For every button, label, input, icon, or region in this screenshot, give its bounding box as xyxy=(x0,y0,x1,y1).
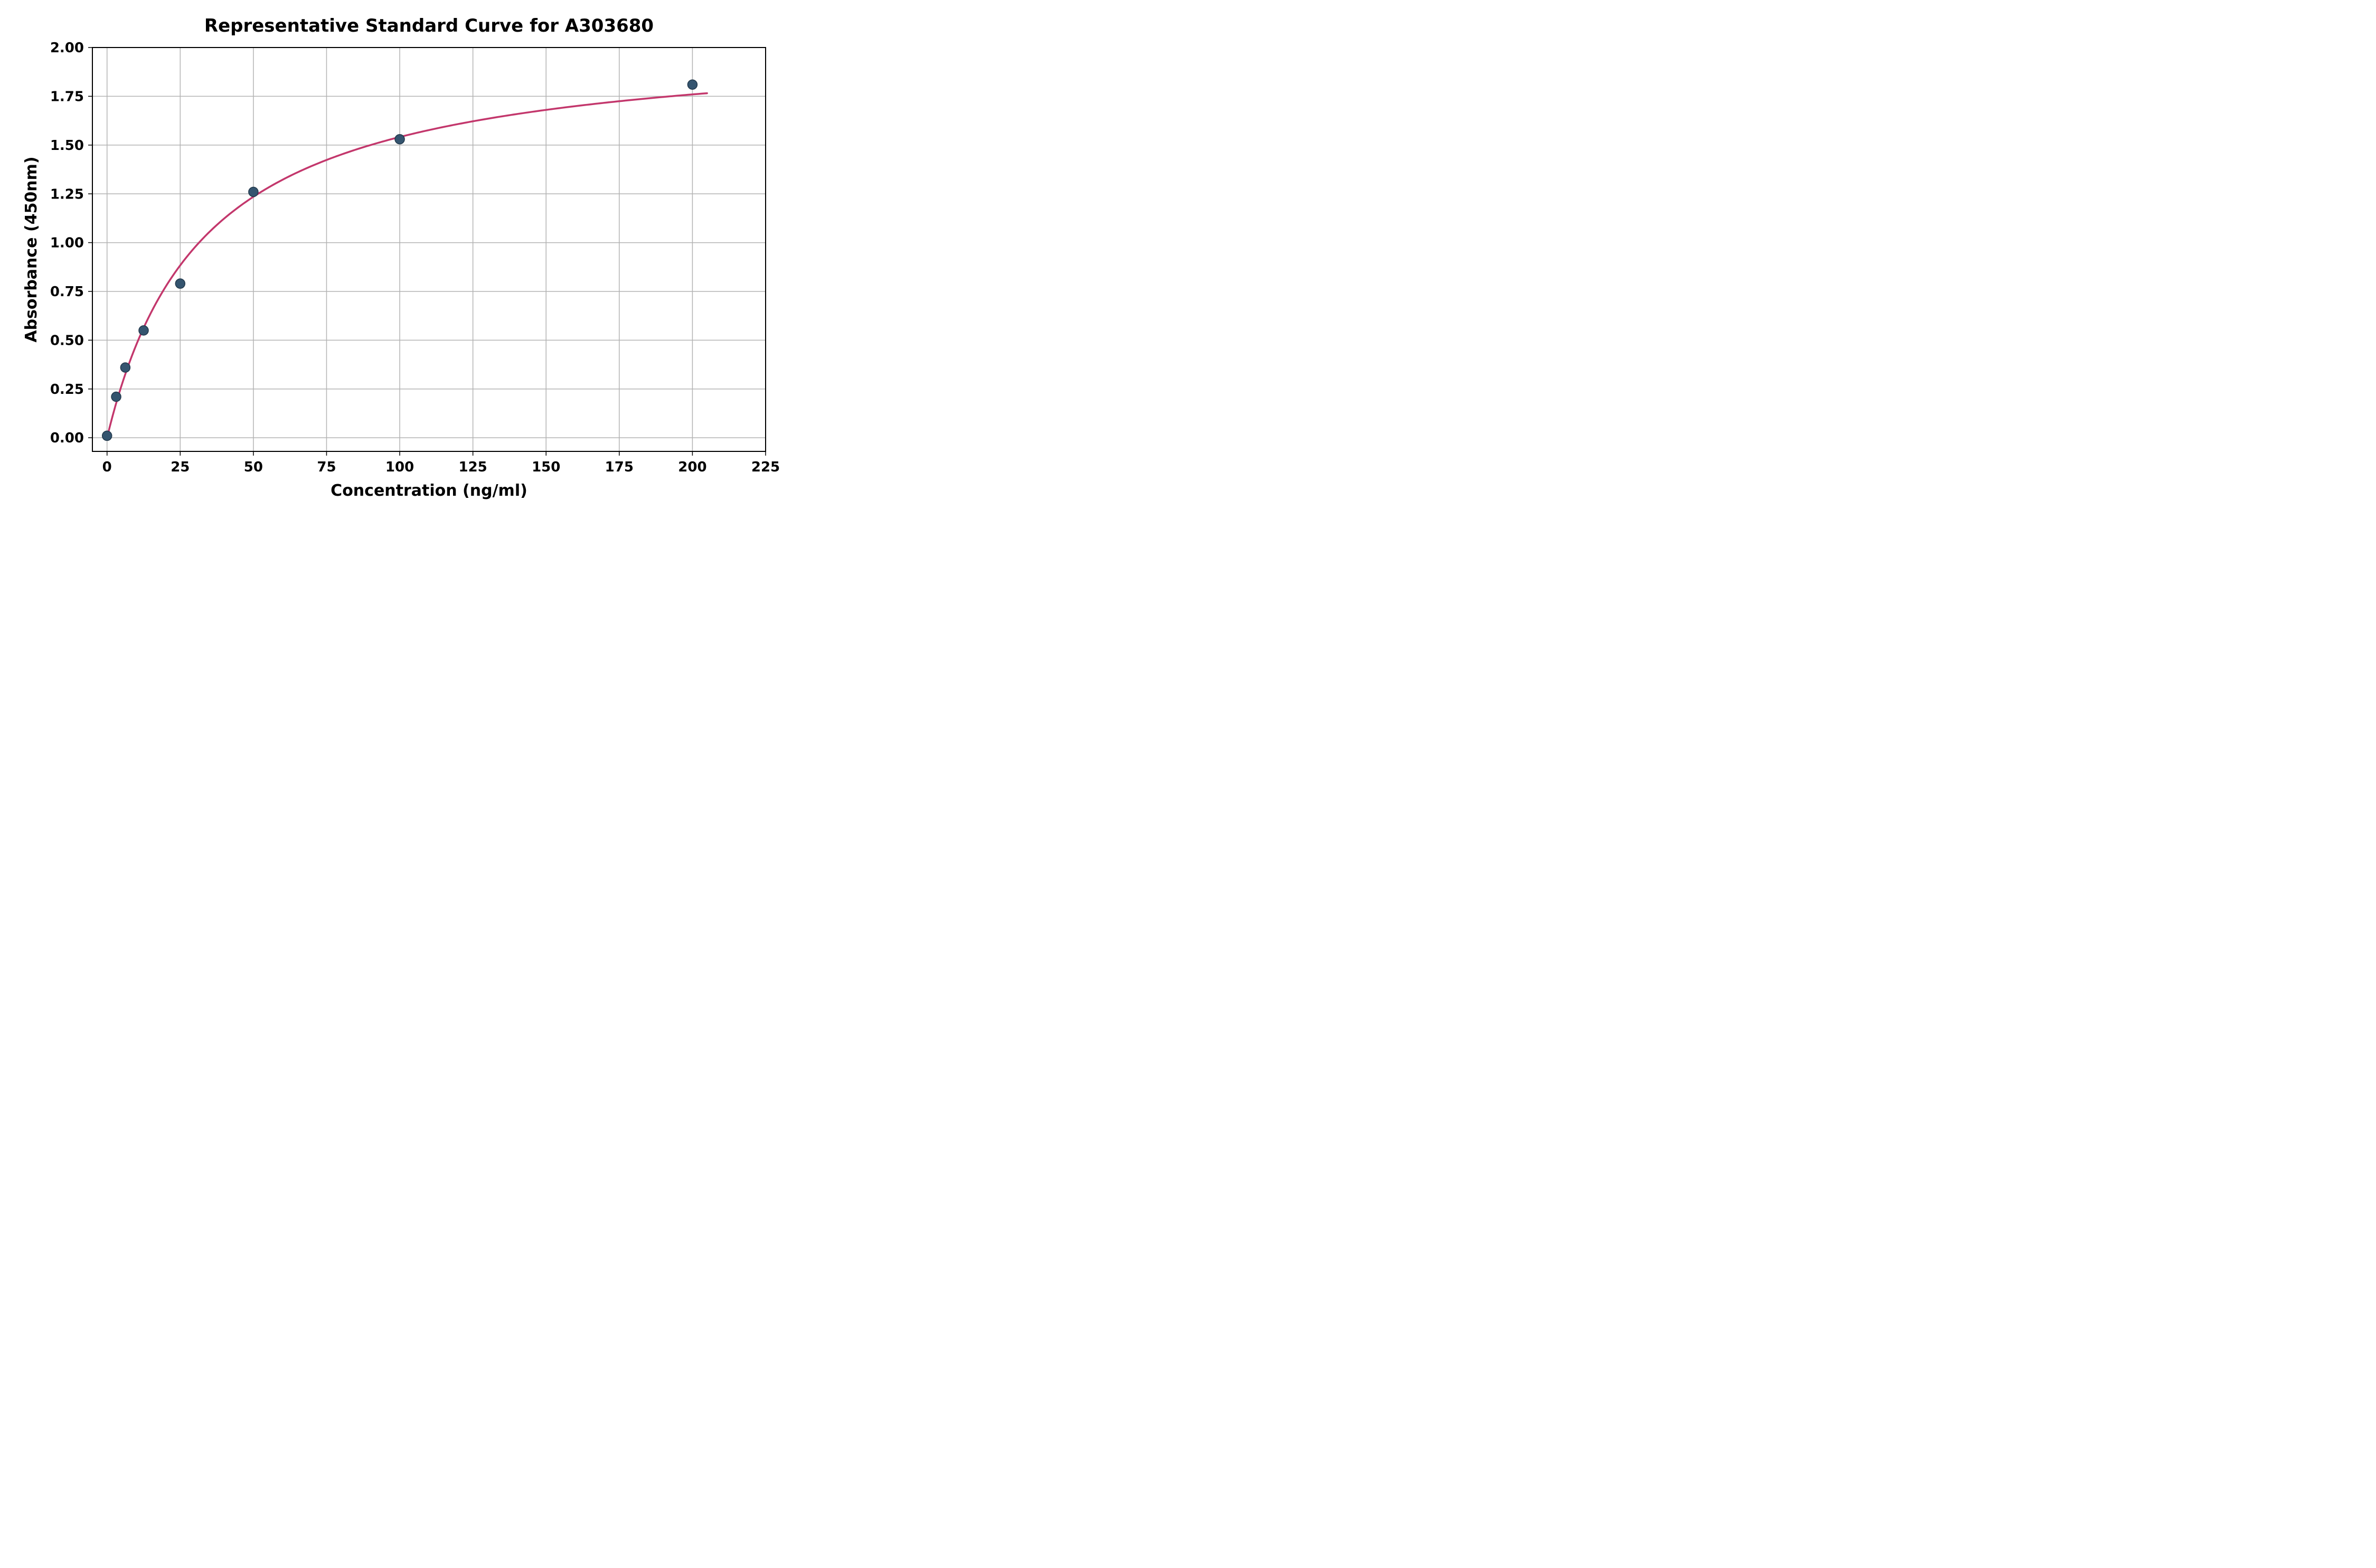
y-tick-label: 0.50 xyxy=(50,333,84,348)
data-point xyxy=(395,135,404,144)
x-tick-label: 75 xyxy=(317,459,336,475)
data-point xyxy=(687,80,697,89)
y-tick-label: 1.00 xyxy=(50,235,84,251)
data-point xyxy=(111,392,121,402)
y-tick-label: 2.00 xyxy=(50,40,84,56)
y-tick-label: 0.25 xyxy=(50,382,84,398)
y-axis-label: Absorbance (450nm) xyxy=(22,156,41,342)
y-tick-label: 1.50 xyxy=(50,138,84,154)
x-tick-label: 150 xyxy=(532,459,560,475)
x-tick-label: 125 xyxy=(459,459,487,475)
y-tick-label: 0.75 xyxy=(50,284,84,300)
data-point xyxy=(120,363,130,372)
x-axis-label: Concentration (ng/ml) xyxy=(331,481,527,500)
x-tick-label: 0 xyxy=(102,459,112,475)
y-tick-label: 0.00 xyxy=(50,430,84,446)
data-point xyxy=(102,431,112,440)
chart-container: 0 25 50 75 100 125 150 175 200 225 0.00 0.25 0.50 0.7… xyxy=(0,0,792,523)
y-tick-label: 1.75 xyxy=(50,89,84,105)
x-tick-label: 50 xyxy=(244,459,263,475)
x-tick-label: 225 xyxy=(751,459,780,475)
chart-svg: 0 25 50 75 100 125 150 175 200 225 0.00 0.25 0.50 0.7… xyxy=(0,0,792,523)
data-point xyxy=(249,187,258,196)
y-tick-label: 1.25 xyxy=(50,186,84,202)
data-point xyxy=(139,326,148,335)
x-tick-label: 100 xyxy=(385,459,414,475)
x-tick-label: 175 xyxy=(605,459,634,475)
chart-title: Representative Standard Curve for A30368… xyxy=(204,15,654,36)
data-point xyxy=(175,279,185,288)
x-tick-label: 200 xyxy=(678,459,706,475)
x-tick-label: 25 xyxy=(171,459,190,475)
